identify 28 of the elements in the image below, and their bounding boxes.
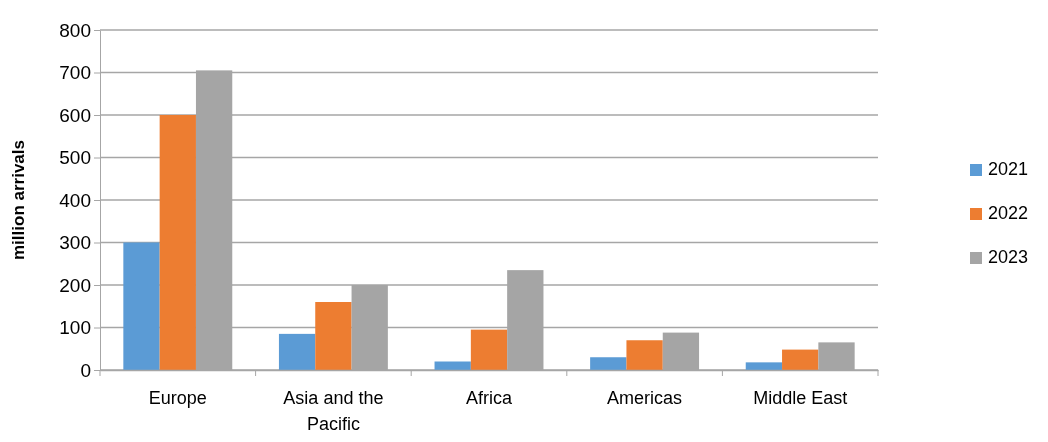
bar [782,349,819,370]
x-tick-label: Europe [148,388,207,408]
y-tick-label: 400 [59,189,91,211]
x-tick-label: Americas [607,388,683,408]
legend-label: 2022 [988,203,1029,223]
x-tick-label: Africa [465,388,513,408]
legend-label: 2021 [988,159,1029,179]
bar [590,357,627,370]
y-tick-label: 300 [59,232,91,254]
y-axis-title: million arrivals [9,140,28,260]
bar [278,333,316,370]
bar [159,115,196,370]
y-tick-label: 700 [59,62,91,84]
x-tick-label: Middle East [753,388,848,408]
bar [470,329,508,370]
x-tick-label: Asia and the Pacific [283,388,384,434]
bar [745,362,783,370]
y-tick-label: 100 [59,317,91,339]
y-tick-label: 500 [59,147,91,169]
y-tick-label: 800 [59,19,91,41]
bar [123,242,160,370]
legend-label: 2023 [988,247,1029,267]
y-tick-label: 200 [59,274,91,296]
y-tick-label: 600 [59,104,91,126]
bar [434,361,471,370]
y-tick-label: 0 [80,359,91,381]
bar [315,302,352,370]
bar [626,340,663,370]
